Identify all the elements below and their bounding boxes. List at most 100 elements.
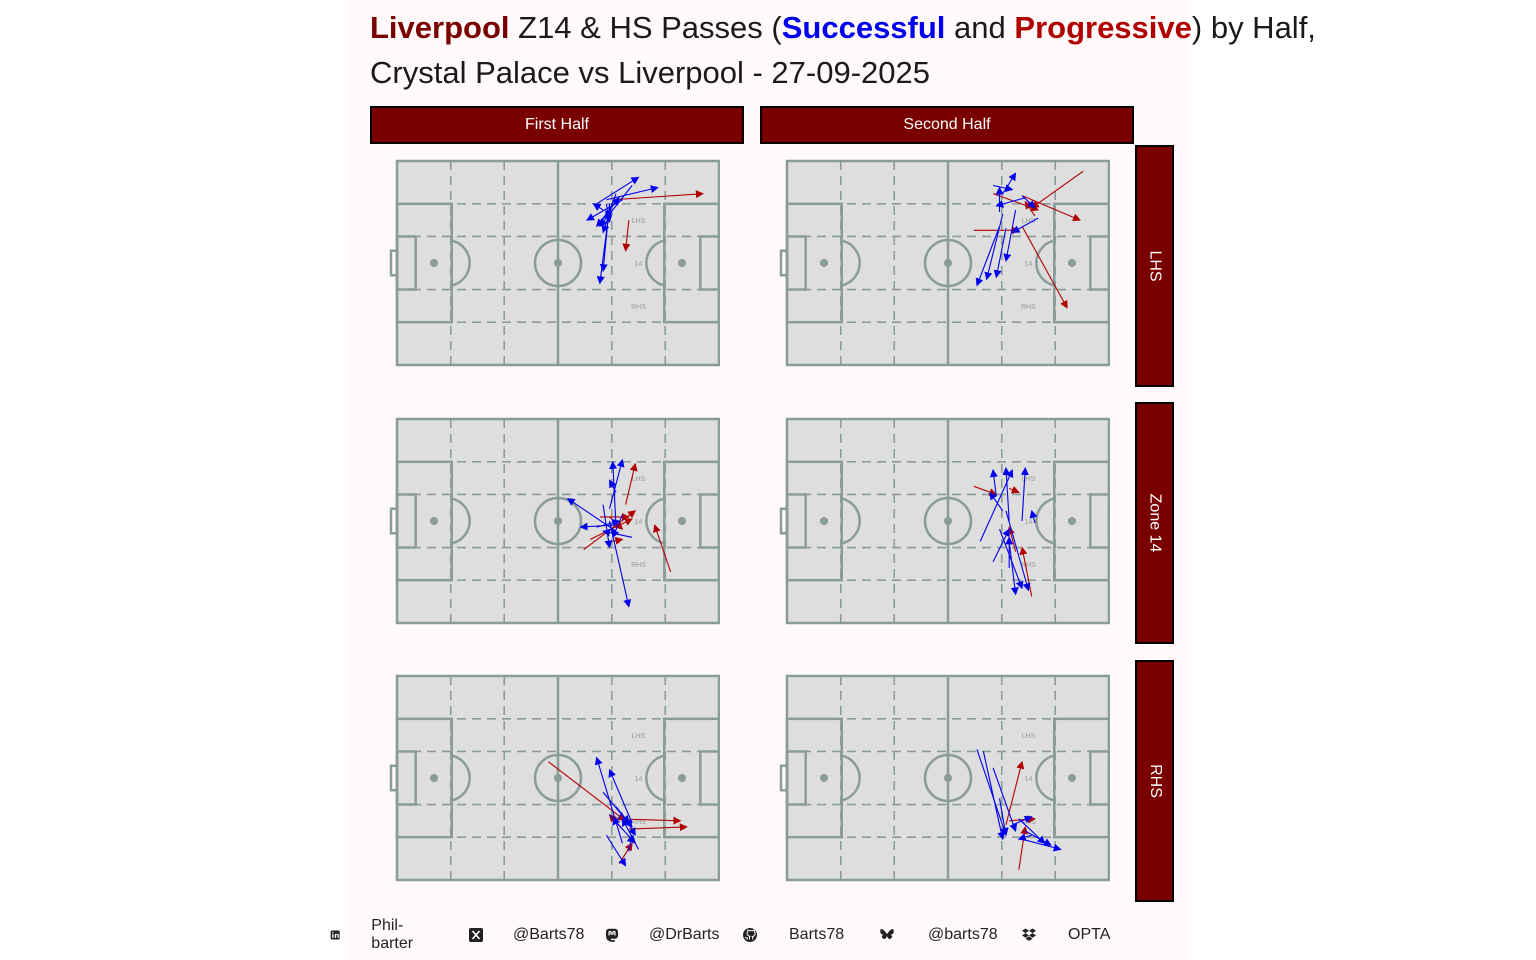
successful-pass-arrow — [596, 176, 640, 205]
successful-pass-arrow — [596, 518, 621, 528]
successful-pass-arrow — [976, 749, 1008, 837]
zone-label: RHS — [631, 562, 646, 569]
successful-pass-arrow — [592, 203, 604, 211]
panel-first-half-lhs: LHS 14 RHS — [380, 150, 727, 375]
facet-strip-first-half: First Half — [370, 106, 744, 144]
pass-arrows — [586, 176, 704, 285]
pass-arrows — [973, 170, 1084, 309]
pass-arrows — [973, 466, 1038, 597]
zone-label: 14 — [1025, 776, 1033, 783]
successful-pass-arrow — [612, 812, 623, 826]
successful-pass-arrow — [982, 751, 1006, 841]
title-team: Liverpool — [370, 10, 510, 45]
zone-label: LHS — [1022, 218, 1036, 225]
linkedin-icon — [330, 930, 340, 940]
pitch-lines — [779, 159, 1117, 367]
successful-pass-arrow — [995, 197, 1026, 208]
penalty-arc — [841, 497, 861, 545]
mastodon-icon — [606, 928, 618, 942]
zone-label: LHS — [632, 476, 646, 483]
zone-label: LHS — [632, 733, 646, 740]
pitch-lines — [389, 417, 727, 625]
goal — [1107, 249, 1117, 277]
penalty-spot — [1067, 774, 1076, 782]
panel-first-half-zone14: LHS 14 RHS — [380, 408, 727, 633]
facet-strip-rhs: RHS — [1135, 660, 1174, 902]
successful-pass-arrow — [984, 213, 1004, 281]
successful-pass-arrow — [621, 817, 639, 850]
goal — [779, 249, 789, 277]
pass-arrows — [548, 756, 688, 867]
footer-text-linkedin: Phil-barter — [371, 917, 414, 952]
progressive-pass-arrow — [653, 524, 672, 573]
bluesky-icon — [880, 929, 894, 940]
successful-pass-arrow — [1005, 510, 1031, 592]
penalty-arc — [841, 754, 861, 802]
footer-text-bluesky: @barts78 — [928, 926, 998, 943]
successful-pass-arrow — [1012, 815, 1033, 826]
successful-pass-arrow — [609, 814, 636, 845]
successful-pass-arrow — [1025, 830, 1052, 846]
goal — [779, 764, 789, 792]
zone-label: RHS — [631, 819, 646, 826]
penalty-arc — [645, 754, 665, 802]
panel-second-half-rhs: LHS 14 RHS — [770, 665, 1117, 890]
successful-pass-arrow — [998, 798, 1009, 837]
successful-pass-arrow — [992, 767, 1018, 832]
footer-text-dropbox: OPTA — [1068, 926, 1111, 943]
panel-first-half-rhs: LHS 14 RHS — [380, 665, 727, 890]
footer-item-x[interactable]: @Barts78 — [468, 924, 584, 946]
facet-label-first-half: First Half — [525, 116, 589, 133]
zone-label: RHS — [1021, 304, 1036, 311]
goal — [1107, 507, 1117, 535]
centre-circle — [533, 496, 583, 546]
centre-spot — [554, 259, 562, 267]
progressive-pass-arrow — [1005, 760, 1025, 826]
footer-item-linkedin[interactable]: Phil-barter — [330, 917, 419, 952]
penalty-spot — [820, 259, 829, 267]
progressive-pass-arrow — [612, 190, 704, 201]
successful-pass-arrow — [615, 806, 630, 824]
dropbox-icon — [1022, 928, 1036, 941]
zone-label: RHS — [1021, 562, 1036, 569]
footer-item-bluesky[interactable]: @barts78 — [879, 924, 998, 946]
penalty-arc — [645, 239, 665, 287]
title-progressive: Progressive — [1014, 10, 1192, 45]
centre-spot — [554, 517, 562, 525]
penalty-arc — [451, 754, 471, 802]
x-icon — [469, 928, 483, 942]
successful-pass-arrow — [1017, 833, 1032, 841]
penalty-spot — [1067, 259, 1076, 267]
successful-pass-arrow — [604, 203, 613, 224]
successful-pass-arrow — [602, 504, 613, 549]
pitch-svg: LHS 14 RHS — [779, 417, 1117, 625]
goal — [717, 249, 727, 277]
progressive-pass-arrow — [1008, 486, 1020, 494]
footer-item-mastodon[interactable]: @DrBarts — [604, 924, 719, 946]
penalty-spot — [430, 517, 439, 525]
zone-label: LHS — [1022, 476, 1036, 483]
penalty-spot — [430, 259, 439, 267]
goal — [779, 507, 789, 535]
successful-pass-arrow — [595, 211, 610, 228]
footer-item-github[interactable]: Barts78 — [742, 924, 844, 946]
chart-subtitle: Crystal Palace vs Liverpool - 27-09-2025 — [370, 55, 930, 90]
pitch-lines — [779, 674, 1117, 882]
progressive-pass-arrow — [1021, 226, 1068, 309]
successful-pass-arrow — [1029, 509, 1038, 524]
chart-title: Liverpool Z14 & HS Passes (Successful an… — [370, 10, 1316, 46]
penalty-arc — [1035, 239, 1055, 287]
centre-circle — [923, 238, 973, 288]
penalty-arc — [451, 239, 471, 287]
zone-label: 14 — [1025, 519, 1033, 526]
penalty-spot — [820, 774, 829, 782]
footer-item-dropbox[interactable]: OPTA — [1021, 924, 1110, 946]
centre-spot — [944, 517, 952, 525]
goal — [389, 249, 399, 277]
successful-pass-arrow — [609, 460, 618, 526]
goal — [1107, 764, 1117, 792]
goal — [389, 764, 399, 792]
